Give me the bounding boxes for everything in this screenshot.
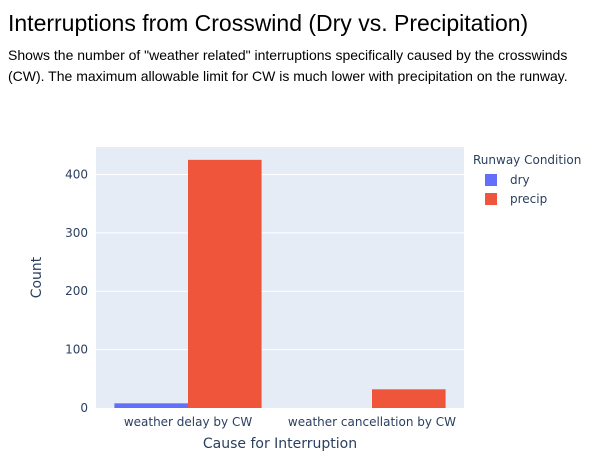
legend-swatch-precip[interactable] bbox=[485, 193, 497, 205]
x-tick-label: weather cancellation by CW bbox=[288, 415, 456, 429]
bar-precip[interactable] bbox=[372, 389, 446, 408]
bar-dry[interactable] bbox=[114, 403, 188, 408]
legend-label-precip[interactable]: precip bbox=[510, 192, 547, 206]
legend-label-dry[interactable]: dry bbox=[510, 173, 530, 187]
y-axis-ticks: 0 100 200 300 400 bbox=[65, 167, 88, 415]
y-tick-label: 200 bbox=[65, 284, 88, 298]
x-tick-label: weather delay by CW bbox=[124, 415, 253, 429]
plot-area bbox=[96, 147, 464, 408]
y-tick-label: 300 bbox=[65, 226, 88, 240]
y-axis-title: Count bbox=[29, 256, 45, 298]
bar-precip[interactable] bbox=[188, 160, 262, 408]
legend-swatch-dry[interactable] bbox=[485, 174, 497, 186]
x-axis-title: Cause for Interruption bbox=[203, 436, 357, 452]
legend-title: Runway Condition bbox=[473, 153, 581, 167]
y-tick-label: 100 bbox=[65, 343, 88, 357]
y-tick-label: 0 bbox=[80, 401, 88, 415]
y-tick-label: 400 bbox=[65, 167, 88, 181]
x-axis-ticks: weather delay by CW weather cancellation … bbox=[124, 415, 456, 429]
legend: Runway Condition dry precip bbox=[473, 153, 581, 206]
